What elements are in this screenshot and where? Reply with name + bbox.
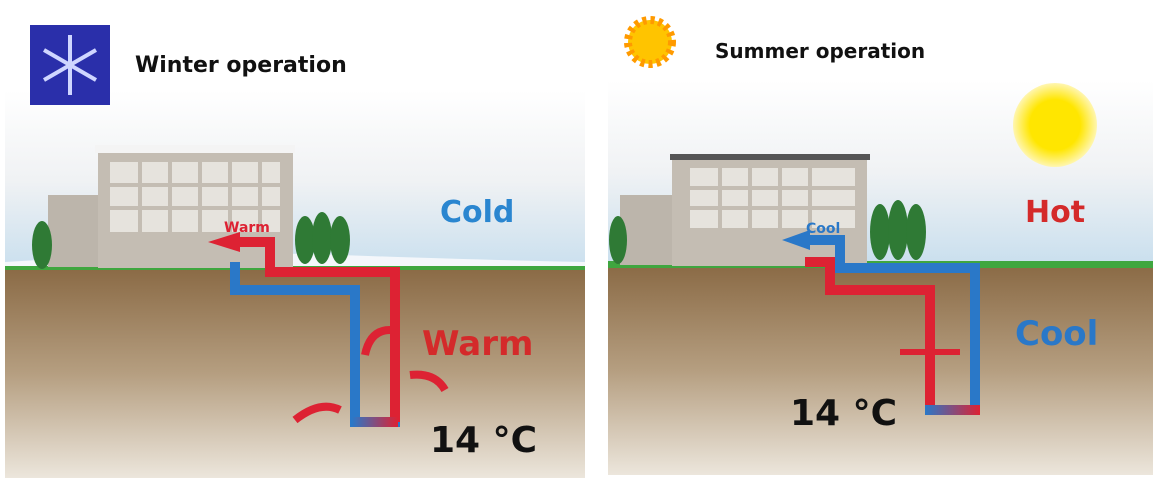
temperature: 14 °C <box>430 420 537 461</box>
trees <box>609 200 926 264</box>
summer-panel: Summer operation Cool Hot Cool 14 °C <box>608 16 1153 475</box>
pipe <box>810 235 980 410</box>
roof <box>670 154 870 160</box>
ground <box>608 265 1153 475</box>
air-label: Cold <box>440 195 514 230</box>
pipe-bend <box>925 405 980 415</box>
panel-title: Summer operation <box>715 39 925 63</box>
heat-arrow <box>361 326 391 356</box>
snowflake <box>43 35 97 95</box>
winter-panel: Winter operation Warm Cold Warm 14 °C <box>5 25 585 478</box>
heat-arrow <box>409 370 449 393</box>
window-grid <box>690 168 855 228</box>
air-label: Hot <box>1025 195 1085 230</box>
ground-label: Cool <box>1015 314 1098 354</box>
pipe-bend <box>352 417 398 427</box>
ground-label: Warm <box>422 324 533 364</box>
panel-title: Winter operation <box>135 53 347 78</box>
roof-snow <box>95 145 295 153</box>
arrow-label: Warm <box>224 220 270 236</box>
arrow <box>208 232 240 252</box>
ground <box>5 268 585 478</box>
heat-arrow <box>292 402 342 424</box>
temperature: 14 °C <box>790 393 897 434</box>
windows <box>690 168 855 228</box>
building <box>620 195 680 265</box>
arrow-label: Cool <box>806 221 840 237</box>
trees <box>32 212 350 269</box>
sun-icon <box>624 16 676 68</box>
pipe <box>240 237 400 422</box>
window-grid <box>110 162 280 232</box>
pipe <box>805 257 935 410</box>
arrow <box>782 230 810 250</box>
sun <box>1013 83 1097 167</box>
